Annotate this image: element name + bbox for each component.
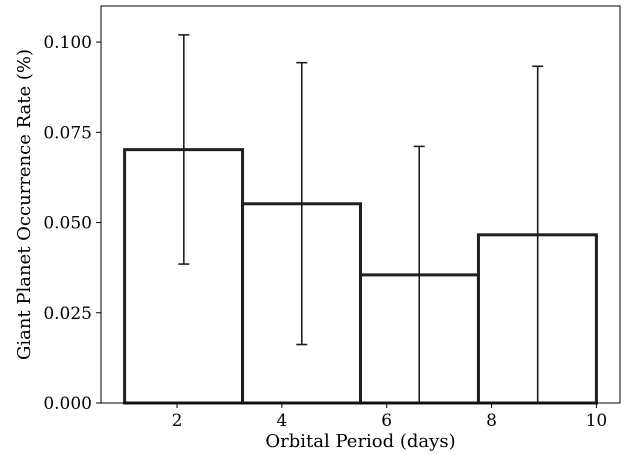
x-axis-ticks: 2 4 6 8 10 <box>172 403 608 431</box>
x-axis-label: Orbital Period (days) <box>265 431 455 452</box>
y-tick-label: 0.000 <box>43 394 92 414</box>
x-tick-label: 8 <box>486 411 497 431</box>
bars-layer <box>125 150 597 403</box>
y-tick-label: 0.025 <box>43 304 92 324</box>
x-tick-label: 6 <box>381 411 392 431</box>
y-axis-label: Giant Planet Occurrence Rate (%) <box>14 49 35 360</box>
y-axis-ticks: 0.000 0.025 0.050 0.075 0.100 <box>43 33 101 414</box>
y-tick-label: 0.100 <box>43 33 92 53</box>
x-tick-label: 4 <box>276 411 287 431</box>
y-tick-label: 0.050 <box>43 214 92 234</box>
y-tick-label: 0.075 <box>43 123 92 143</box>
x-tick-label: 2 <box>172 411 183 431</box>
x-tick-label: 10 <box>586 411 608 431</box>
